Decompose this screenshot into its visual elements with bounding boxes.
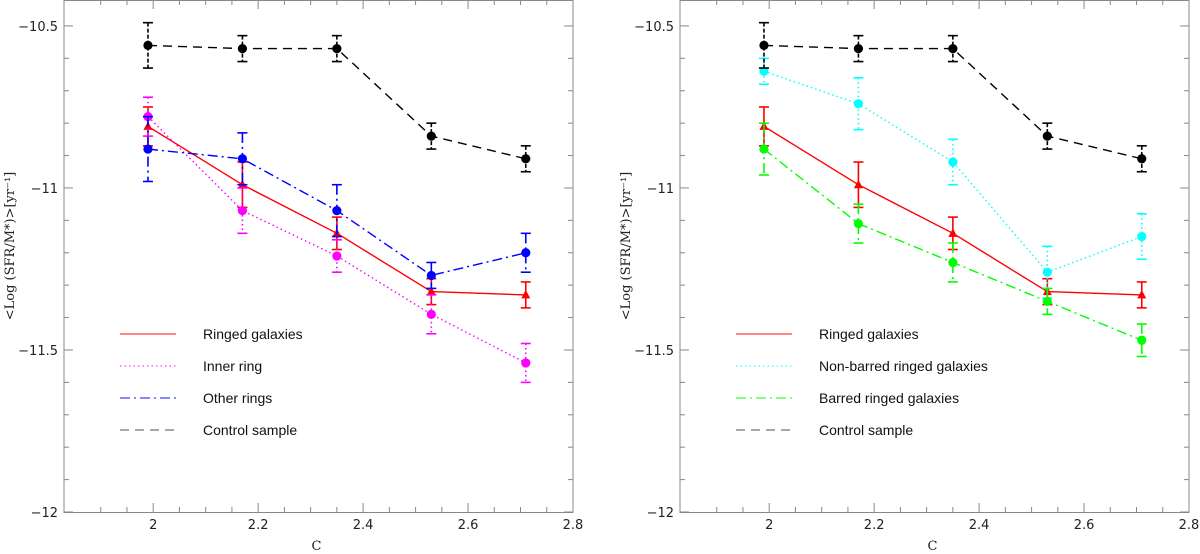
y-tick-label: −12 [647,506,674,521]
panel-1: 2 2.2 2.4 2.6 2.8 −12 −11.5 −11 −10.5 C <Log (SFR/… [3,0,583,554]
error-bar [426,261,437,290]
data-point [1137,231,1147,242]
data-point [237,44,248,54]
legend: Ringed galaxies Inner ring Other rings Cont… [120,326,303,438]
data-point [332,44,342,54]
error-bar [853,76,864,131]
y-axis-title: <Log (SFR/M*)>[yr⁻¹] [619,172,634,321]
data-point [759,40,769,50]
data-point [759,66,769,76]
x-tick-label: 2.4 [969,518,990,533]
panel-2: 2 2.2 2.4 2.6 2.8 −12 −11.5 −11 −10.5 C <Log (SFR/… [619,0,1199,554]
error-bar [520,232,531,274]
y-tick-label: −12 [31,506,58,521]
data-point [1042,296,1052,306]
data-point [853,179,863,189]
x-tick-label: 2.2 [864,518,885,533]
data-point [521,358,531,368]
error-bar [947,242,958,283]
series-control-sample [758,21,1147,173]
error-bar [758,21,769,69]
legend: Ringed galaxies Non-barred ringed galaxie… [736,326,988,438]
data-point [948,257,958,268]
x-tick-label: 2.6 [1074,518,1095,533]
error-bar [853,203,864,244]
legend-label: Ringed galaxies [819,326,919,342]
y-axis-title: <Log (SFR/M*)>[yr⁻¹] [3,172,18,321]
y-tick-label: −10.5 [18,20,58,35]
x-tick-label: 2.2 [248,518,269,533]
data-point [143,144,153,154]
legend-label: Control sample [203,422,297,438]
x-tick-label: 2.8 [1179,518,1200,533]
data-point [853,44,864,54]
data-point [143,40,153,50]
data-point [1042,267,1052,277]
x-tick-label: 2 [149,518,157,533]
data-point [1042,131,1052,141]
error-bar [1042,287,1053,316]
error-bar [1136,323,1147,358]
x-axis-title: C [312,539,322,554]
legend-label: Ringed galaxies [203,326,303,342]
error-bar [142,21,153,69]
error-bar [758,57,769,86]
legend-label: Other rings [203,390,272,406]
data-point [1137,289,1147,299]
plot-frame [679,0,1190,513]
y-tick-label: −10.5 [634,20,674,35]
legend-label: Inner ring [203,358,262,374]
data-point [948,228,958,237]
x-axis-title: C [928,539,938,554]
series-control-sample [142,21,531,173]
data-point [521,248,531,258]
data-point [521,154,531,164]
y-tick-label: −11.5 [634,344,674,359]
data-point [426,286,436,296]
data-point [759,144,769,154]
data-point [237,206,248,216]
y-tick-label: −11 [31,182,58,197]
error-bar [142,115,153,183]
x-tick-label: 2 [765,518,773,533]
data-point [521,289,531,299]
data-point [948,157,958,167]
data-point [426,309,436,319]
y-tick-label: −11.5 [18,344,58,359]
series-other-rings [142,115,531,290]
series-barred-ringed-galaxies [758,122,1147,358]
x-tick-label: 2.4 [353,518,374,533]
data-point [237,154,248,164]
series-non-barred-ringed-galaxies [758,57,1147,299]
data-point [853,218,864,229]
data-point [853,99,864,109]
data-point [426,131,436,141]
y-tick-label: −11 [647,182,674,197]
x-tick-label: 2.8 [563,518,584,533]
error-bar [331,238,342,274]
data-point [1137,154,1147,164]
data-point [426,270,436,281]
data-point [1137,335,1147,345]
data-point [332,206,342,216]
data-point [948,44,958,54]
legend-label: Non-barred ringed galaxies [819,358,988,374]
data-point [332,251,342,261]
plot-frame [63,0,574,513]
legend-label: Control sample [819,422,913,438]
legend-label: Barred ringed galaxies [819,390,959,406]
x-tick-label: 2.6 [458,518,479,533]
